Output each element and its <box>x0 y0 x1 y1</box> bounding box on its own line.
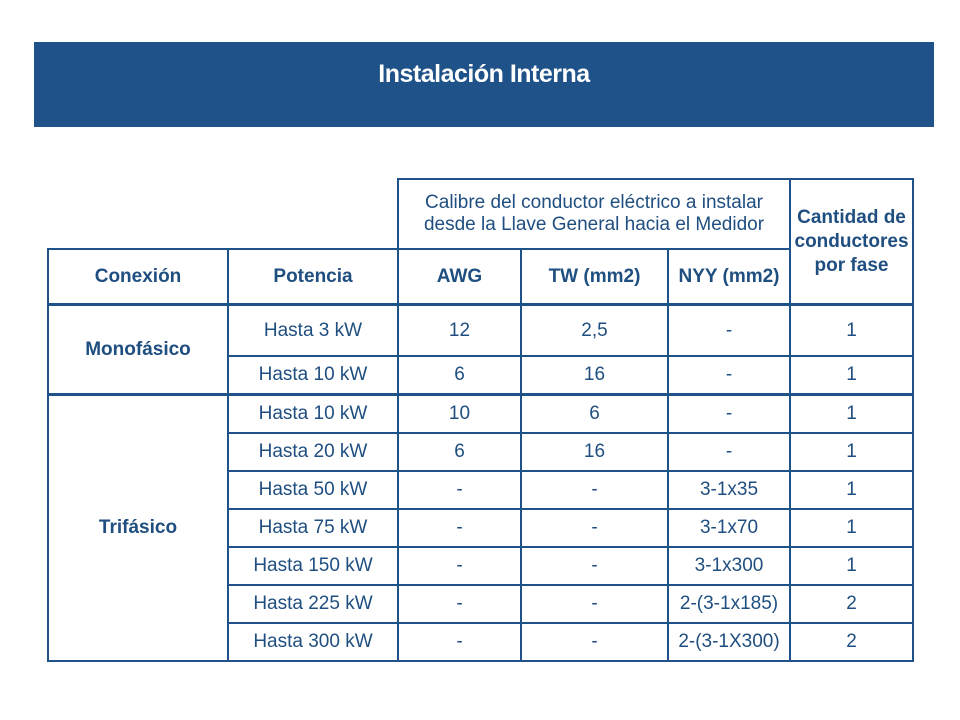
table-row: Hasta 225 kW - - 2-(3-1x185) 2 <box>48 584 915 624</box>
cantidad-cell: 1 <box>789 393 915 434</box>
tw-cell: 16 <box>520 355 669 396</box>
awg-cell: - <box>397 546 522 586</box>
slide-title: Instalación Interna <box>378 60 590 88</box>
table-row: Monofásico Hasta 3 kW 12 2,5 - 1 <box>47 303 915 396</box>
cantidad-cell: 1 <box>789 508 915 548</box>
header-conexion: Conexión <box>47 248 229 306</box>
cantidad-cell: 1 <box>789 470 915 510</box>
conductor-table: Calibre del conductor eléctrico a instal… <box>47 178 915 662</box>
awg-cell: 12 <box>397 303 522 357</box>
awg-cell: 10 <box>397 393 522 434</box>
cantidad-cell: 1 <box>789 355 915 396</box>
nyy-cell: 3-1x300 <box>666 546 792 586</box>
cantidad-cell: 1 <box>789 432 915 472</box>
conexion-cell: Monofásico <box>47 303 229 396</box>
potencia-cell: Hasta 75 kW <box>227 508 399 548</box>
awg-cell: - <box>397 622 522 662</box>
tw-cell: - <box>520 508 669 548</box>
nyy-cell: - <box>666 303 792 357</box>
cantidad-cell: 1 <box>789 546 915 586</box>
nyy-cell: - <box>666 432 792 472</box>
awg-cell: 6 <box>397 432 522 472</box>
tw-cell: 6 <box>520 393 669 434</box>
nyy-cell: 3-1x70 <box>666 508 792 548</box>
header-potencia: Potencia <box>227 248 399 306</box>
potencia-cell: Hasta 10 kW <box>227 393 399 434</box>
table-row: Trifásico Hasta 10 kW 10 6 - 1 <box>47 393 915 662</box>
table-row: Hasta 75 kW - - 3-1x70 1 <box>48 508 915 548</box>
tw-cell: - <box>520 470 669 510</box>
potencia-cell: Hasta 20 kW <box>227 432 399 472</box>
nyy-cell: 3-1x35 <box>666 470 792 510</box>
header-tw: TW (mm2) <box>520 248 669 306</box>
nyy-cell: 2-(3-1x185) <box>666 584 792 624</box>
tw-cell: 16 <box>520 432 669 472</box>
potencia-cell: Hasta 10 kW <box>227 355 399 396</box>
conexion-cell: Trifásico <box>47 393 229 662</box>
awg-cell: 6 <box>397 355 522 396</box>
quantity-header: Cantidad de conductores por fase <box>789 178 915 306</box>
table-row: Hasta 20 kW 6 16 - 1 <box>48 432 915 472</box>
awg-cell: - <box>397 508 522 548</box>
cantidad-cell: 2 <box>789 584 915 624</box>
cantidad-cell: 1 <box>789 303 915 357</box>
cantidad-cell: 2 <box>789 622 915 662</box>
potencia-cell: Hasta 300 kW <box>227 622 399 662</box>
tw-cell: 2,5 <box>520 303 669 357</box>
tw-cell: - <box>520 622 669 662</box>
nyy-cell: - <box>666 393 792 434</box>
header-awg: AWG <box>397 248 522 306</box>
tw-cell: - <box>520 546 669 586</box>
awg-cell: - <box>397 470 522 510</box>
nyy-cell: - <box>666 355 792 396</box>
potencia-cell: Hasta 225 kW <box>227 584 399 624</box>
tw-cell: - <box>520 584 669 624</box>
awg-cell: - <box>397 584 522 624</box>
table-row: Hasta 150 kW - - 3-1x300 1 <box>48 546 915 586</box>
blank-corner <box>48 179 398 249</box>
potencia-cell: Hasta 50 kW <box>227 470 399 510</box>
nyy-cell: 2-(3-1X300) <box>666 622 792 662</box>
table-row: Hasta 300 kW - - 2-(3-1X300) 2 <box>48 622 915 662</box>
potencia-cell: Hasta 150 kW <box>227 546 399 586</box>
table-row: Hasta 10 kW 6 16 - 1 <box>48 355 915 396</box>
header-nyy: NYY (mm2) <box>666 248 792 306</box>
conductor-group-header: Calibre del conductor eléctrico a instal… <box>396 178 792 250</box>
table-row: Hasta 50 kW - - 3-1x35 1 <box>48 470 915 510</box>
potencia-cell: Hasta 3 kW <box>227 303 399 357</box>
title-banner: Instalación Interna <box>34 42 934 127</box>
